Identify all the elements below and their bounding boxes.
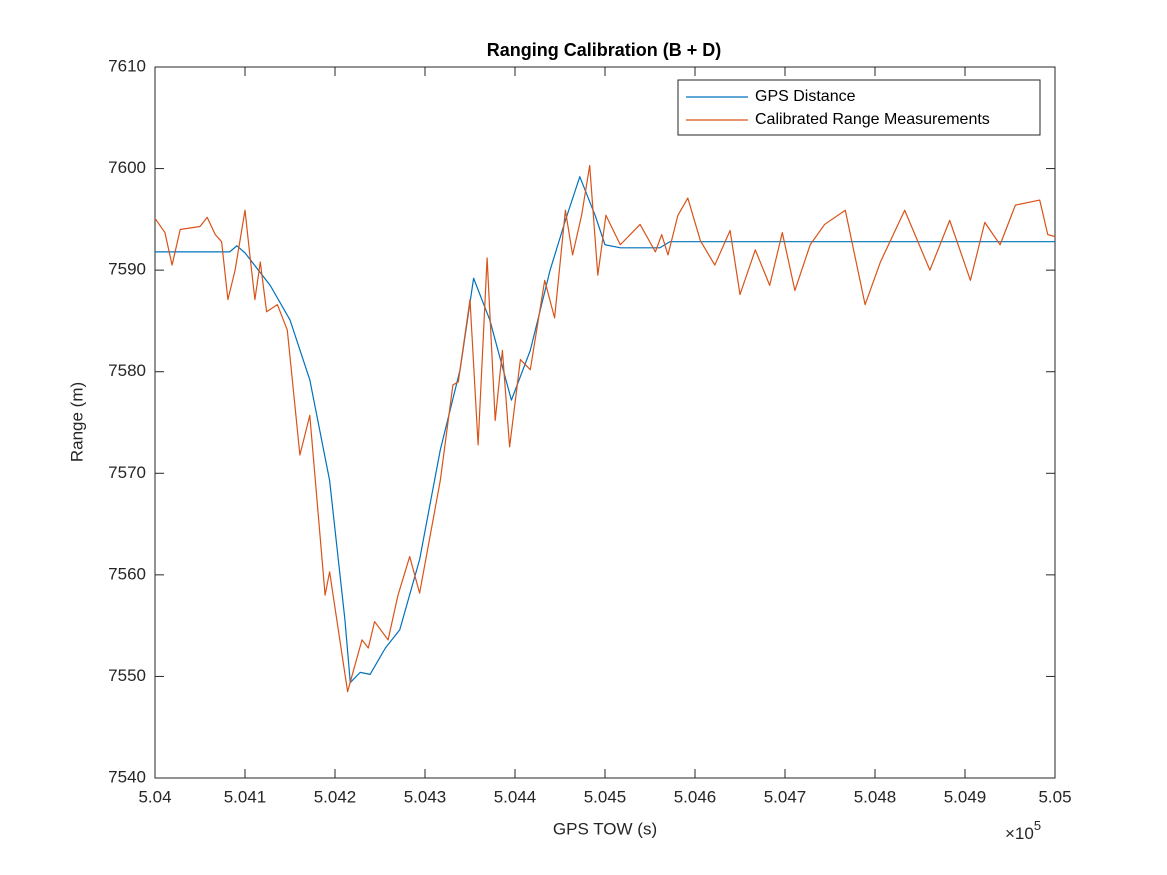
x-tick-label: 5.048 — [854, 787, 897, 806]
legend-label: GPS Distance — [755, 88, 856, 105]
y-tick-label: 7580 — [108, 361, 146, 380]
y-tick-label: 7570 — [108, 463, 146, 482]
y-tick-label: 7600 — [108, 158, 146, 177]
x-tick-label: 5.04 — [138, 787, 171, 806]
y-axis-label: Range (m) — [67, 382, 86, 462]
x-tick-label: 5.043 — [404, 787, 447, 806]
x-axis-label: GPS TOW (s) — [553, 819, 657, 838]
legend-box — [677, 79, 1041, 136]
y-tick-label: 7560 — [108, 564, 146, 583]
x-multiplier: ×105 — [1005, 818, 1041, 843]
data-line — [155, 176, 1055, 684]
x-tick-label: 5.05 — [1038, 787, 1071, 806]
x-multiplier-base: ×10 — [1005, 824, 1034, 843]
plot-frame — [154, 66, 1056, 779]
x-tick-label: 5.046 — [674, 787, 717, 806]
legend-label: Calibrated Range Measurements — [755, 111, 990, 128]
x-tick-label: 5.049 — [944, 787, 987, 806]
x-tick-label: 5.041 — [224, 787, 267, 806]
data-line — [154, 164, 1056, 693]
chart-title: Ranging Calibration (B + D) — [487, 40, 722, 60]
x-tick-label: 5.045 — [584, 787, 627, 806]
y-tick-label: 7550 — [108, 666, 146, 685]
y-tick-label: 7610 — [108, 56, 146, 75]
y-tick-label: 7590 — [108, 260, 146, 279]
x-tick-label: 5.044 — [494, 787, 537, 806]
x-tick-label: 5.047 — [764, 787, 807, 806]
x-multiplier-exponent: 5 — [1034, 818, 1041, 833]
y-tick-label: 7540 — [108, 767, 146, 786]
x-tick-label: 5.042 — [314, 787, 357, 806]
